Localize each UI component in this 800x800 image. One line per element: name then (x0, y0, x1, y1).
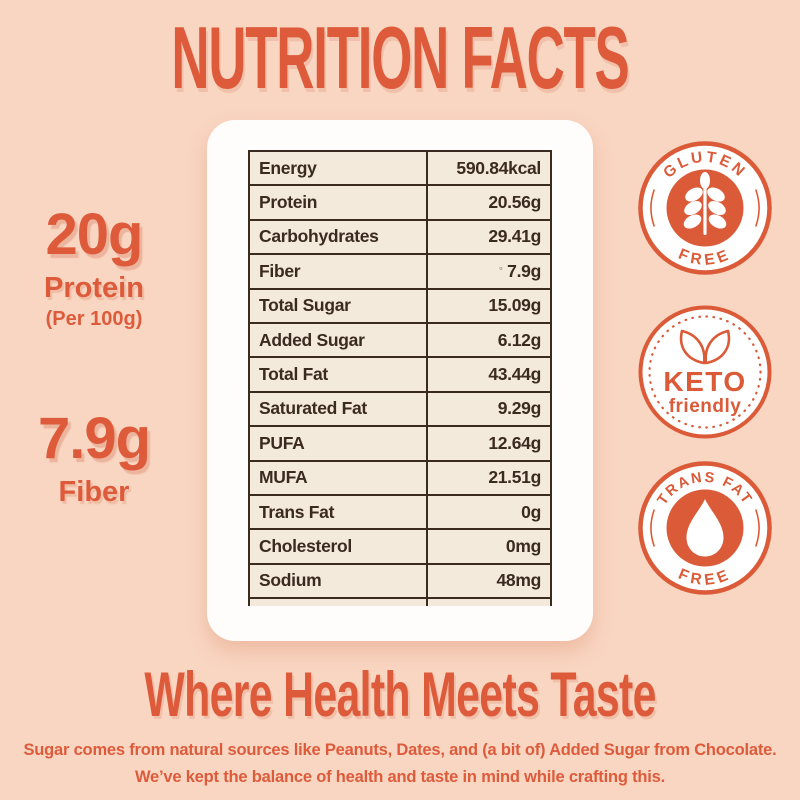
badge-side-arcs (650, 189, 760, 227)
keto-text: KETO (663, 366, 746, 397)
table-row-fiber: Fiber ▫ 7.9g (250, 255, 550, 290)
row-value: 20.56g (426, 186, 550, 219)
row-label: Total Fat (259, 364, 328, 385)
nutrition-table: Energy 590.84kcal Protein 20.56g Carbohy… (248, 150, 552, 607)
fiber-highlight-value: 7.9g (37, 406, 151, 471)
protein-highlight-label: Protein (44, 272, 144, 304)
table-row-sodium: Sodium 48mg (250, 564, 550, 600)
footer-heading: Where Health Meets Taste (0, 664, 800, 727)
row-value: 15.09g (426, 289, 550, 322)
nutrition-card: Energy 590.84kcal Protein 20.56g Carbohy… (207, 120, 593, 641)
keto-friendly-badge: KETO friendly (635, 302, 775, 442)
row-label: Cholesterol (259, 535, 352, 556)
footer-description: Sugar comes from natural sources like Pe… (0, 737, 800, 790)
row-value: 0mg (426, 530, 550, 563)
row-label: Fiber (259, 260, 301, 281)
row-value: 43.44g (426, 358, 550, 391)
row-value: 29.41g (426, 220, 550, 254)
wheat-icon (683, 172, 727, 235)
page-title-text: NUTRITION FACTS (171, 8, 629, 107)
row-label: MUFA (259, 467, 308, 488)
friendly-text: friendly (669, 396, 742, 417)
table-row-carbohydrates: Carbohydrates 29.41g (250, 220, 550, 256)
row-label: Saturated Fat (259, 398, 367, 419)
protein-highlight-basis: (Per 100g) (45, 308, 143, 330)
table-row-trans-fat: Trans Fat 0g (250, 495, 550, 531)
table-row-cholesterol: Cholesterol 0mg (250, 530, 550, 565)
table-row-mufa: MUFA 21.51g (250, 461, 550, 496)
table-row-saturated-fat: Saturated Fat 9.29g (250, 392, 550, 428)
row-value: 12.64g (426, 427, 550, 460)
row-label: Energy (259, 157, 317, 178)
droplet-icon (686, 499, 724, 557)
row-value: 48mg (426, 564, 550, 598)
table-row-added-sugar: Added Sugar 6.12g (250, 323, 550, 359)
badge-side-arcs (650, 509, 760, 547)
row-value: 6.12g (426, 323, 550, 357)
row-label: Total Sugar (259, 295, 351, 316)
table-row-energy: Energy 590.84kcal (250, 152, 550, 187)
row-label: Sodium (259, 570, 322, 591)
row-label: Protein (259, 192, 318, 213)
table-row-total-sugar: Total Sugar 15.09g (250, 289, 550, 324)
table-row-pufa: PUFA 12.64g (250, 427, 550, 462)
fiber-highlight: 7.9g Fiber (8, 410, 180, 509)
trans-fat-free-badge: TRANS FAT FREE (635, 458, 775, 598)
table-row-total-fat: Total Fat 43.44g (250, 358, 550, 393)
keto-friendly-badge-graphic: KETO friendly (638, 305, 772, 439)
page-title: NUTRITION FACTS (0, 14, 800, 102)
row-value: 590.84kcal (426, 152, 550, 185)
badge-bottom-text: FREE (676, 246, 734, 269)
gluten-free-badge-graphic: GLUTEN FREE (638, 141, 772, 275)
row-value: 0g (426, 495, 550, 529)
footer-heading-text: Where Health Meets Taste (144, 660, 656, 730)
protein-highlight: 20g Protein (Per 100g) (8, 206, 180, 331)
footer-line-1: Sugar comes from natural sources like Pe… (23, 741, 777, 759)
row-value: 21.51g (426, 461, 550, 494)
row-value: ▫ 7.9g (426, 255, 550, 288)
footnote-mark: ▫ (499, 263, 503, 274)
trans-fat-free-badge-graphic: TRANS FAT FREE (638, 461, 772, 595)
protein-highlight-value: 20g (45, 202, 144, 267)
gluten-free-badge: GLUTEN FREE (635, 138, 775, 278)
badge-bottom-text: FREE (676, 566, 734, 589)
row-value: 9.29g (426, 392, 550, 426)
table-cropped-edge (250, 599, 550, 607)
row-label: PUFA (259, 432, 305, 453)
leaves-icon (679, 329, 731, 365)
fiber-highlight-label: Fiber (58, 476, 130, 508)
row-label: Carbohydrates (259, 226, 379, 247)
row-label: Trans Fat (259, 501, 335, 522)
table-row-protein: Protein 20.56g (250, 186, 550, 221)
footer-line-2: We’ve kept the balance of health and tas… (134, 767, 666, 786)
row-label: Added Sugar (259, 329, 365, 350)
